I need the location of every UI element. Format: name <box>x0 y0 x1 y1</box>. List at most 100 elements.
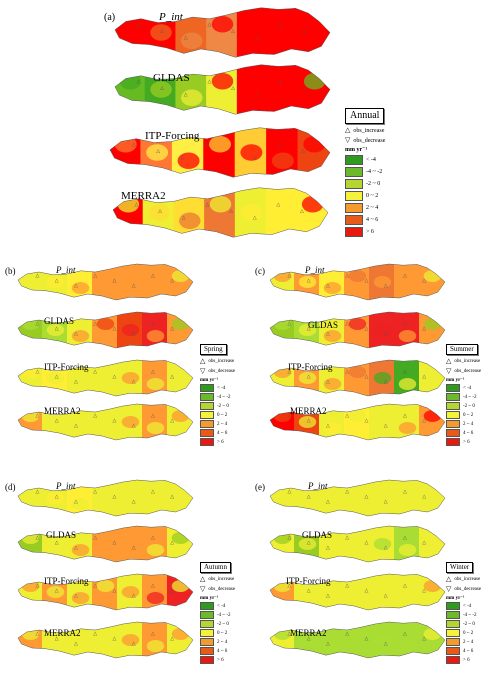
map-blotch <box>181 89 203 106</box>
station-triangle-icon: △ <box>132 283 136 289</box>
station-triangle-icon: △ <box>345 321 349 327</box>
station-triangle-icon: △ <box>278 22 282 28</box>
region-outline <box>109 127 331 178</box>
map-blotch <box>146 498 165 510</box>
station-triangle-icon: △ <box>422 418 426 424</box>
station-triangle-icon: △ <box>345 273 349 279</box>
legend-swatch <box>446 620 460 628</box>
station-triangle-icon: △ <box>326 283 330 289</box>
station-triangle-icon: △ <box>307 374 311 380</box>
legend-class-label: < -4 <box>463 603 472 609</box>
station-triangle-icon: △ <box>170 374 174 380</box>
map-blotch <box>121 416 140 428</box>
map-blotch <box>121 634 140 646</box>
station-triangle-icon: △ <box>422 326 426 332</box>
map-blotch <box>323 422 342 434</box>
map-blotch <box>242 24 264 41</box>
map-blotch <box>46 634 65 646</box>
station-triangle-icon: △ <box>384 641 388 647</box>
legend-swatch <box>446 393 460 401</box>
station-triangle-icon: △ <box>326 545 330 551</box>
map-zone <box>265 187 299 238</box>
legend-swatch <box>345 227 363 237</box>
obs-decrease-label: obs_decrease <box>454 587 482 592</box>
legend-class-label: 2 ~ 4 <box>463 421 474 427</box>
map-zone <box>267 64 301 115</box>
station-triangle-icon: △ <box>135 202 139 208</box>
legend-class-label: -2 ~ 0 <box>217 621 229 627</box>
legend-class: 2 ~ 4 <box>345 203 425 213</box>
legend-class-label: 4 ~ 6 <box>217 648 228 654</box>
map-blotch <box>46 276 65 288</box>
region-outline <box>269 359 446 397</box>
station-triangle-icon: △ <box>74 641 78 647</box>
map-blotch <box>348 318 367 330</box>
legend-class: -2 ~ 0 <box>345 179 425 189</box>
station-triangle-icon: △ <box>326 593 330 599</box>
station-triangle-icon: △ <box>151 489 155 495</box>
legend-class-label: 4 ~ 6 <box>366 217 379 223</box>
station-triangle-icon: △ <box>288 273 292 279</box>
map-blotch <box>373 372 392 384</box>
station-triangle-icon: △ <box>132 142 136 148</box>
map-blotch <box>398 498 417 510</box>
station-triangle-icon: △ <box>74 331 78 337</box>
legend-title: Summer <box>446 344 478 355</box>
station-triangle-icon: △ <box>156 149 160 155</box>
station-triangle-icon: △ <box>151 413 155 419</box>
legend-class-label: -2 ~ 0 <box>463 403 475 409</box>
station-triangle-icon: △ <box>36 369 40 375</box>
station-triangle-icon: △ <box>326 499 330 505</box>
map-blotch <box>211 16 234 33</box>
station-triangle-icon: △ <box>307 540 311 546</box>
map-blotch <box>121 276 140 288</box>
map-blotch <box>71 422 90 434</box>
legend-class: -4 ~ -2 <box>446 393 496 401</box>
station-triangle-icon: △ <box>403 369 407 375</box>
region-map: △ △ △ △ △ △ △ △ <box>269 403 446 441</box>
legend-class-label: 0 ~ 2 <box>463 412 474 418</box>
legend-class: 4 ~ 6 <box>345 215 425 225</box>
station-triangle-icon: △ <box>158 209 162 215</box>
triangle-up-icon: △ <box>200 575 206 583</box>
legend-swatch <box>446 656 460 664</box>
panel-spring: (b) △ △ △ △ △ △ △ △ P_int △ △ △ △ △ △ △ △ GLDAS △ △ △ △ △ △… <box>0 262 250 462</box>
station-triangle-icon: △ <box>36 413 40 419</box>
legend-title: Annual <box>345 108 385 124</box>
legend-swatch <box>200 620 214 628</box>
legend-winter: Winter △ obs_increase ▽ obs_decrease mm yr⁻¹… <box>446 562 496 664</box>
map-blotch <box>121 586 140 598</box>
region-map: △ △ △ △ △ △ △ △ <box>269 311 446 349</box>
triangle-down-icon: ▽ <box>446 367 452 375</box>
station-triangle-icon: △ <box>36 535 40 541</box>
station-triangle-icon: △ <box>302 29 306 35</box>
region-map: △ △ △ △ △ △ △ △ <box>17 403 194 441</box>
map-blotch <box>146 144 169 161</box>
station-triangle-icon: △ <box>403 413 407 419</box>
station-triangle-icon: △ <box>74 545 78 551</box>
station-triangle-icon: △ <box>307 494 311 500</box>
map-label: GLDAS <box>302 530 333 540</box>
station-triangle-icon: △ <box>132 499 136 505</box>
legend-swatch <box>200 384 214 392</box>
map-blotch <box>96 318 115 330</box>
map-blotch <box>96 580 115 592</box>
station-triangle-icon: △ <box>345 369 349 375</box>
station-triangle-icon: △ <box>288 321 292 327</box>
legend-class: < -4 <box>446 384 496 392</box>
map-blotch <box>71 592 90 604</box>
station-triangle-icon: △ <box>288 369 292 375</box>
obs-decrease-label: obs_decrease <box>208 369 236 374</box>
map-label: ITP-Forcing <box>286 576 331 586</box>
map-blotch <box>323 378 342 390</box>
obs-increase-item: △ obs_increase <box>446 358 496 365</box>
obs-decrease-item: ▽ obs_decrease <box>345 137 425 144</box>
station-triangle-icon: △ <box>384 593 388 599</box>
station-triangle-icon: △ <box>113 636 117 642</box>
map-label: P_int <box>56 265 76 275</box>
legend-class: > 6 <box>200 656 250 664</box>
map-blotch <box>298 538 317 550</box>
station-triangle-icon: △ <box>184 35 188 41</box>
station-triangle-icon: △ <box>422 374 426 380</box>
legend-class-label: 2 ~ 4 <box>217 639 228 645</box>
